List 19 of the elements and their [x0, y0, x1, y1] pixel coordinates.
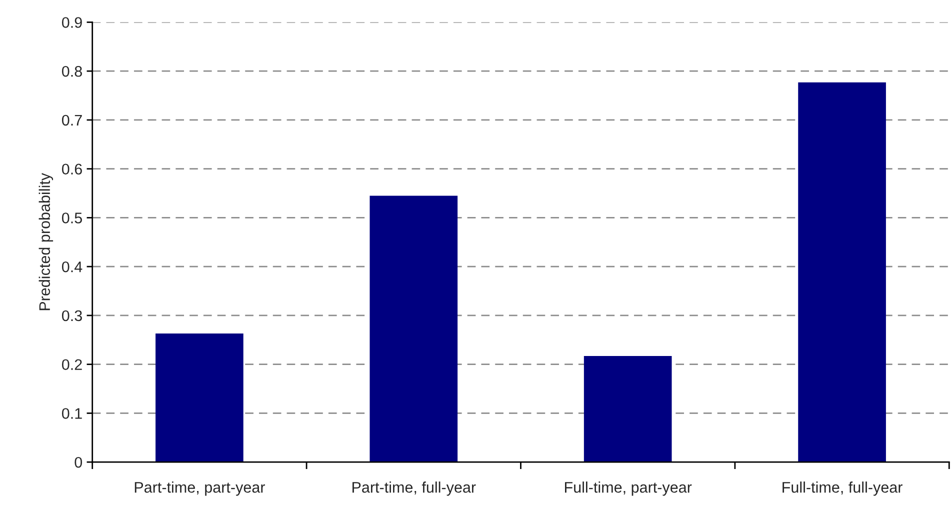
y-tick-label: 0.8 — [62, 66, 82, 77]
x-tick-label: Full-time, part-year — [565, 482, 692, 496]
bar — [798, 82, 886, 462]
y-tick-label: 0.1 — [62, 408, 82, 419]
bar — [584, 356, 672, 462]
y-tick-label: 0.3 — [62, 310, 82, 322]
x-tick-label: Part-time, full-year — [352, 482, 476, 496]
y-tick-label: 0.4 — [62, 261, 82, 272]
y-tick-label: 0 — [74, 456, 82, 468]
y-axis-title: Predicted probability — [38, 172, 54, 310]
y-tick-label: 0.9 — [62, 17, 82, 28]
bar — [156, 334, 244, 462]
y-tick-label: 0.7 — [62, 114, 82, 126]
x-tick-label: Part-time, part-year — [134, 482, 265, 496]
y-tick-label: 0.5 — [62, 212, 82, 224]
bar — [370, 196, 458, 462]
y-tick-label: 0.6 — [62, 164, 82, 175]
y-tick-label: 0.2 — [62, 359, 82, 370]
x-tick-label: Full-time, full-year — [782, 482, 902, 496]
